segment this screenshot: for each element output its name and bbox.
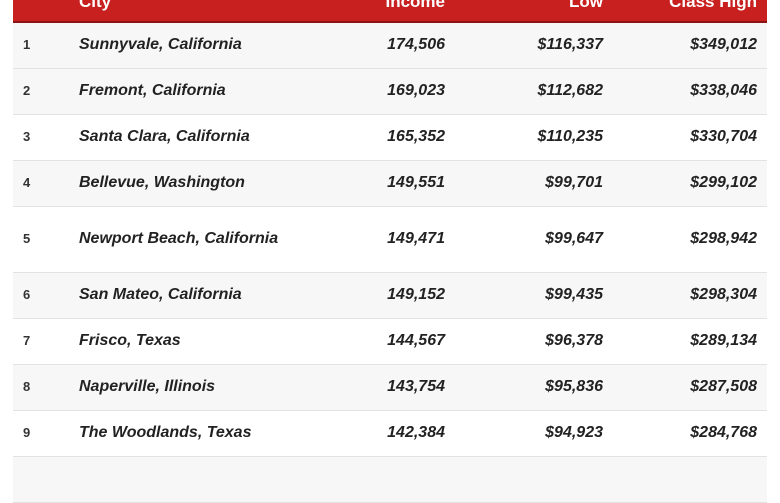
rank-cell: 4 (13, 160, 69, 207)
city-cell: Bellevue, Washington (69, 160, 303, 207)
rank-cell: 6 (13, 272, 69, 319)
income-cell (303, 456, 455, 503)
low-cell: $110,235 (455, 114, 613, 161)
table-row: 5 Newport Beach, California 149,471 $99,… (13, 206, 767, 273)
city-income-table: City Income Low Class High 1 Sunnyvale, … (13, 0, 767, 503)
header-class-high: Class High (613, 0, 767, 23)
rank-cell: 8 (13, 364, 69, 411)
data-table-container: City Income Low Class High 1 Sunnyvale, … (13, 0, 767, 503)
high-cell: $289,134 (613, 318, 767, 365)
income-cell: 149,471 (303, 206, 455, 273)
high-cell (613, 456, 767, 503)
low-cell: $116,337 (455, 22, 613, 69)
high-cell: $298,304 (613, 272, 767, 319)
low-cell: $99,701 (455, 160, 613, 207)
income-cell: 144,567 (303, 318, 455, 365)
table-row: 4 Bellevue, Washington 149,551 $99,701 $… (13, 160, 767, 207)
income-cell: 165,352 (303, 114, 455, 161)
header-low: Low (455, 0, 613, 23)
table-row: 6 San Mateo, California 149,152 $99,435 … (13, 272, 767, 319)
city-cell: Santa Clara, California (69, 114, 303, 161)
high-cell: $299,102 (613, 160, 767, 207)
high-cell: $349,012 (613, 22, 767, 69)
table-row: 1 Sunnyvale, California 174,506 $116,337… (13, 22, 767, 69)
low-cell: $95,836 (455, 364, 613, 411)
header-income: Income (303, 0, 455, 23)
table-row: 2 Fremont, California 169,023 $112,682 $… (13, 68, 767, 115)
rank-cell: 1 (13, 22, 69, 69)
low-cell: $96,378 (455, 318, 613, 365)
table-row: 9 The Woodlands, Texas 142,384 $94,923 $… (13, 410, 767, 457)
low-cell (455, 456, 613, 503)
low-cell: $99,647 (455, 206, 613, 273)
low-cell: $112,682 (455, 68, 613, 115)
high-cell: $298,942 (613, 206, 767, 273)
city-cell: San Mateo, California (69, 272, 303, 319)
city-cell (69, 456, 303, 503)
city-cell: Newport Beach, California (69, 206, 303, 273)
city-cell: Frisco, Texas (69, 318, 303, 365)
table-header: City Income Low Class High (13, 0, 767, 23)
income-cell: 143,754 (303, 364, 455, 411)
rank-cell: 3 (13, 114, 69, 161)
header-row: City Income Low Class High (13, 0, 767, 23)
city-cell: Naperville, Illinois (69, 364, 303, 411)
header-rank (13, 0, 69, 23)
table-row: 3 Santa Clara, California 165,352 $110,2… (13, 114, 767, 161)
table-row: 7 Frisco, Texas 144,567 $96,378 $289,134 (13, 318, 767, 365)
table-body: 1 Sunnyvale, California 174,506 $116,337… (13, 22, 767, 503)
high-cell: $287,508 (613, 364, 767, 411)
income-cell: 169,023 (303, 68, 455, 115)
high-cell: $338,046 (613, 68, 767, 115)
city-cell: The Woodlands, Texas (69, 410, 303, 457)
high-cell: $330,704 (613, 114, 767, 161)
income-cell: 174,506 (303, 22, 455, 69)
rank-cell: 5 (13, 206, 69, 273)
rank-cell (13, 456, 69, 503)
income-cell: 149,551 (303, 160, 455, 207)
low-cell: $94,923 (455, 410, 613, 457)
rank-cell: 2 (13, 68, 69, 115)
income-cell: 149,152 (303, 272, 455, 319)
table-row (13, 456, 767, 503)
high-cell: $284,768 (613, 410, 767, 457)
rank-cell: 7 (13, 318, 69, 365)
city-cell: Fremont, California (69, 68, 303, 115)
table-row: 8 Naperville, Illinois 143,754 $95,836 $… (13, 364, 767, 411)
header-city: City (69, 0, 303, 23)
low-cell: $99,435 (455, 272, 613, 319)
income-cell: 142,384 (303, 410, 455, 457)
city-cell: Sunnyvale, California (69, 22, 303, 69)
rank-cell: 9 (13, 410, 69, 457)
